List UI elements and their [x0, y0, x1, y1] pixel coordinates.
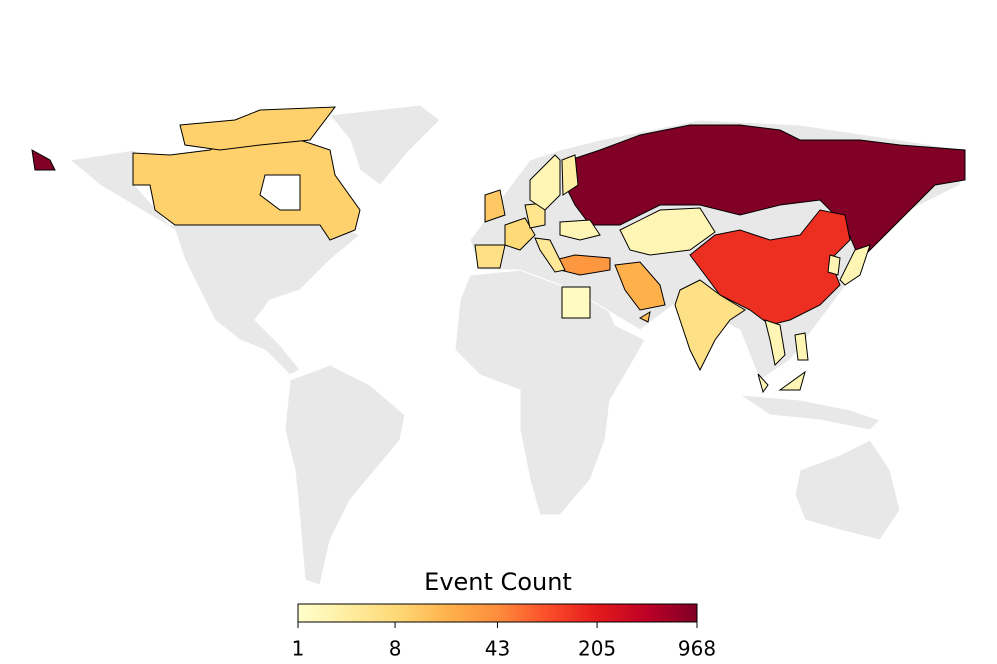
region [757, 373, 769, 394]
region [529, 154, 561, 211]
region [778, 370, 806, 391]
region [827, 254, 841, 276]
colorbar-tick-label: 968 [678, 637, 716, 661]
region [534, 237, 566, 273]
region [504, 217, 536, 251]
region [619, 207, 716, 256]
region [484, 189, 506, 223]
indonesia [739, 394, 881, 431]
region [794, 332, 809, 361]
colorbar-title: Event Count [424, 568, 572, 596]
region [561, 154, 579, 196]
region [614, 261, 666, 311]
colorbar-tick-label: 1 [292, 637, 305, 661]
colorbar-tick-label: 8 [389, 637, 402, 661]
colorbar-tick-label: 43 [485, 637, 510, 661]
region [564, 124, 966, 261]
australia [794, 439, 901, 541]
regions [31, 106, 966, 394]
region [179, 106, 337, 151]
region [764, 319, 786, 367]
colorbar-ticks: 1 8 43 205 968 [292, 622, 716, 661]
region [674, 279, 746, 372]
region [474, 244, 506, 269]
region [559, 219, 601, 241]
colorbar [297, 603, 698, 623]
region [561, 286, 591, 319]
south-america [284, 364, 406, 586]
region [638, 310, 651, 323]
greenland [329, 104, 441, 186]
hudson-bay [259, 174, 301, 211]
region [31, 149, 56, 171]
colorbar-tick-label: 205 [578, 637, 616, 661]
region [839, 244, 871, 286]
